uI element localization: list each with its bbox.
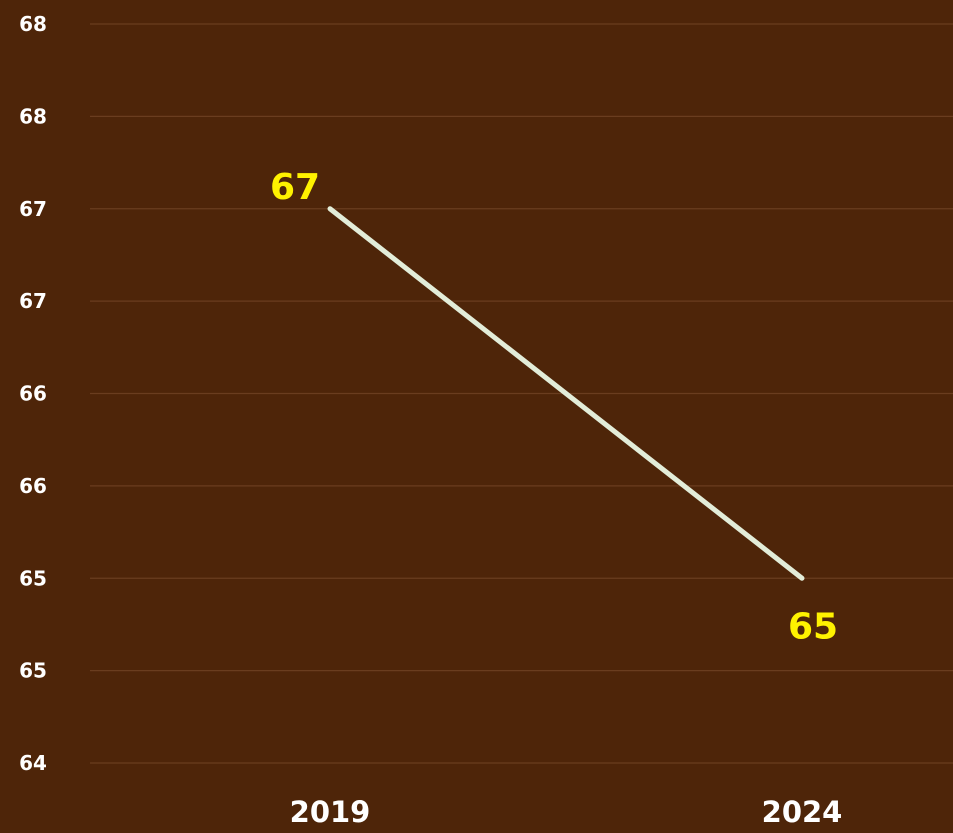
y-tick-label: 68 [19, 12, 47, 36]
data-labels: 67 65 [270, 167, 838, 648]
y-tick-label: 66 [19, 382, 47, 406]
series-line [327, 206, 805, 581]
y-tick-label: 65 [19, 659, 47, 683]
y-tick-label: 65 [19, 566, 47, 590]
data-label: 67 [270, 167, 320, 208]
data-label: 65 [788, 606, 838, 647]
gridlines [90, 23, 953, 764]
y-tick-label: 67 [19, 289, 47, 313]
series-lines [327, 206, 805, 581]
y-tick-label: 64 [19, 751, 47, 775]
x-axis-ticks: 2019 2024 [290, 795, 843, 829]
x-tick-label: 2019 [290, 795, 371, 829]
y-axis-ticks: 64 65 65 66 66 67 67 68 68 [19, 12, 47, 775]
y-tick-label: 68 [19, 104, 47, 128]
y-tick-label: 66 [19, 474, 47, 498]
x-tick-label: 2024 [762, 795, 843, 829]
y-tick-label: 67 [19, 197, 47, 221]
